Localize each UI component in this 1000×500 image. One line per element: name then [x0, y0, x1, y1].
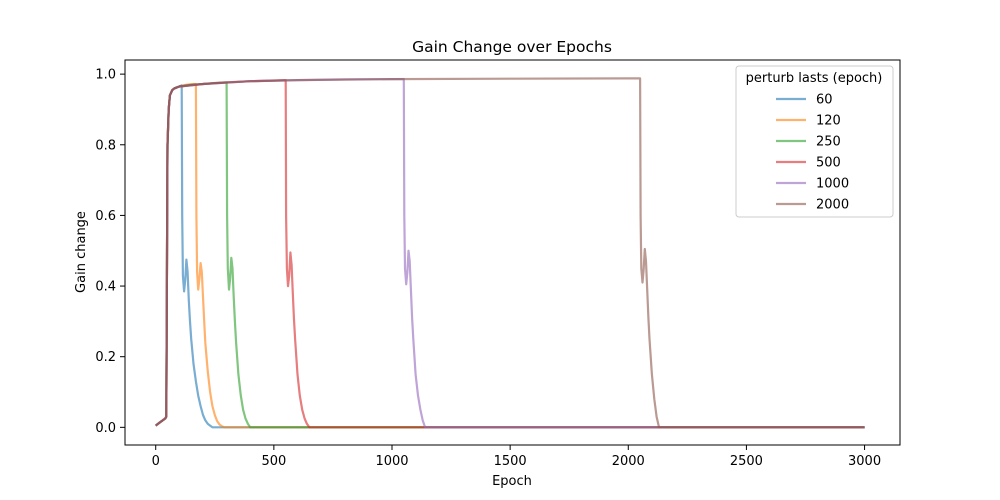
y-tick-label: 0.0 — [95, 421, 116, 436]
series-line-2000 — [155, 77, 865, 429]
x-tick-label: 1500 — [494, 454, 527, 469]
x-tick-label: 2500 — [730, 454, 763, 469]
x-tick-label: 2000 — [612, 454, 645, 469]
legend-label-500: 500 — [816, 156, 841, 171]
y-tick-label: 1.0 — [95, 68, 116, 83]
plot-frame — [124, 59, 901, 446]
x-axis-label: Epoch — [492, 474, 532, 489]
legend-title: perturb lasts (epoch) — [746, 71, 883, 86]
legend-label-60: 60 — [816, 93, 833, 108]
series-layer — [155, 77, 865, 429]
legend: perturb lasts (epoch) 60 120 250 500 1000 200… — [735, 65, 894, 218]
y-axis-label: Gain change — [74, 211, 89, 293]
y-tick-label: 0.6 — [95, 209, 116, 224]
legend-label-2000: 2000 — [816, 198, 849, 213]
y-tick-label: 0.8 — [95, 138, 116, 153]
legend-box — [735, 65, 894, 218]
x-axis-ticks: 0 500 1000 1500 2000 2500 3000 — [152, 445, 881, 469]
x-tick-label: 500 — [261, 454, 286, 469]
x-tick-label: 1000 — [375, 454, 408, 469]
legend-label-1000: 1000 — [816, 177, 849, 192]
legend-label-250: 250 — [816, 135, 841, 150]
y-tick-label: 0.2 — [95, 350, 116, 365]
chart-title: Gain Change over Epochs — [412, 38, 612, 56]
x-tick-label: 3000 — [848, 454, 881, 469]
y-axis-ticks: 0.0 0.2 0.4 0.6 0.8 1.0 — [95, 68, 125, 436]
legend-items: 60 120 250 500 1000 2000 — [776, 93, 849, 213]
y-tick-label: 0.4 — [95, 280, 116, 295]
x-tick-label: 0 — [152, 454, 160, 469]
legend-label-120: 120 — [816, 114, 841, 129]
